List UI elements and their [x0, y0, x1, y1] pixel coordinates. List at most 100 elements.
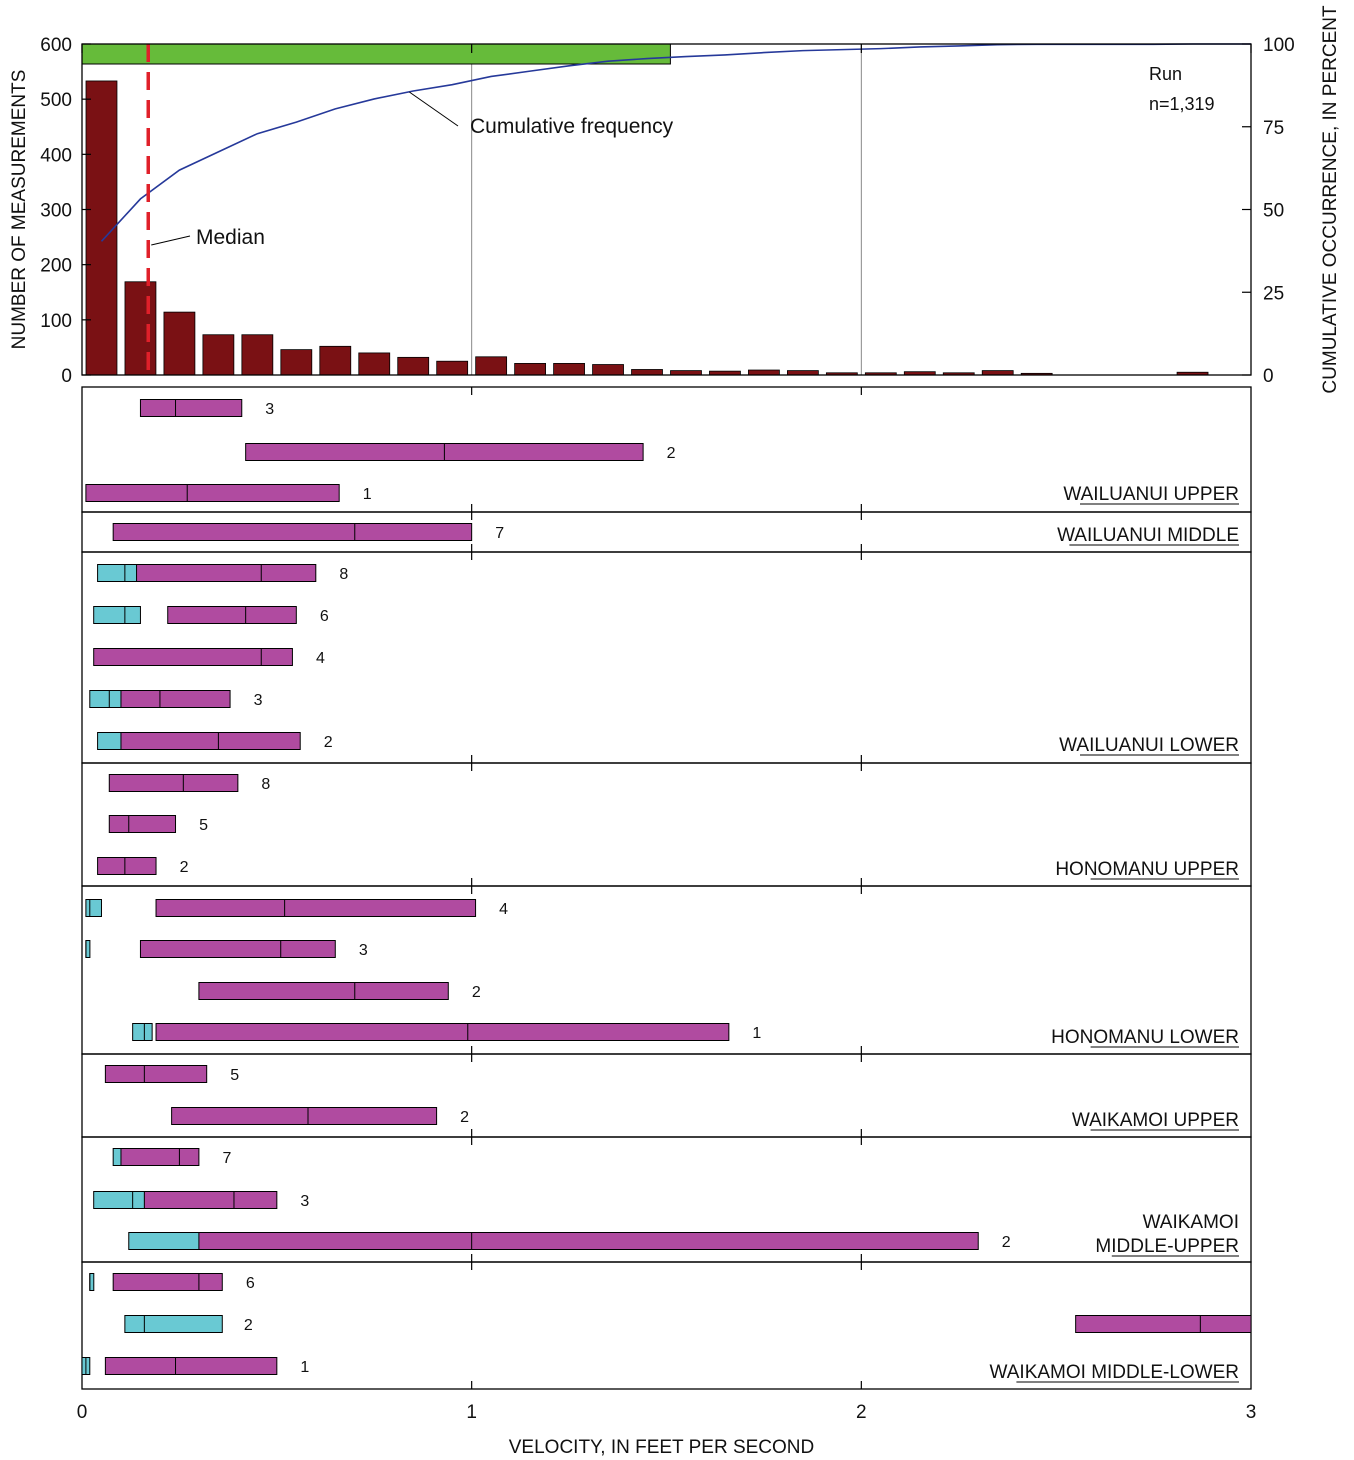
cumulative-frequency-label: Cumulative frequency [470, 115, 674, 138]
histogram-bar [319, 345, 352, 376]
riffle-box [85, 940, 91, 958]
run-box [171, 1107, 438, 1125]
y-tick-label: 200 [40, 256, 72, 277]
run-box [143, 1191, 278, 1209]
histogram-bar [514, 363, 547, 376]
sample-count-label: 3 [359, 942, 368, 959]
sample-count-label: 1 [300, 1359, 309, 1376]
run-box [108, 815, 177, 833]
histogram-bar [787, 370, 819, 376]
riffle-box [85, 899, 102, 917]
histogram-bar [748, 369, 780, 376]
riffle-box [124, 1315, 223, 1333]
sample-count-label: 3 [300, 1193, 309, 1210]
x-tick-label: 2 [856, 1402, 867, 1423]
run-box [136, 564, 317, 582]
sample-count-label: 7 [495, 525, 504, 542]
histogram-bar [670, 370, 702, 376]
y2-tick-label: 50 [1263, 201, 1284, 222]
x-tick-label: 3 [1246, 1402, 1257, 1423]
run-box [93, 648, 293, 666]
cumulative-leader-line [409, 91, 459, 127]
sample-count-label: 2 [180, 859, 189, 876]
x-tick-label: 1 [466, 1402, 477, 1423]
x-axis-title: VELOCITY, IN FEET PER SECOND [509, 1437, 814, 1458]
range-bar [81, 43, 671, 65]
sample-count-label: 2 [324, 734, 333, 751]
y-tick-label: 500 [40, 90, 72, 111]
histogram-frame [81, 43, 1252, 376]
y2-axis-title: CUMULATIVE OCCURRENCE, IN PERCENT [1320, 5, 1341, 394]
run-box [120, 1148, 200, 1166]
sample-count-label: 2 [667, 445, 676, 462]
sample-count-label: 2 [460, 1109, 469, 1126]
panel-name-label: WAILUANUI UPPER [1063, 484, 1239, 505]
sample-count-label: 2 [244, 1317, 253, 1334]
run-box [198, 982, 449, 1000]
sample-count-label: 4 [499, 901, 508, 918]
sample-count-label: 3 [265, 401, 274, 418]
panel-name-label: WAILUANUI LOWER [1059, 735, 1239, 756]
run-box [139, 940, 336, 958]
histogram-bar [280, 349, 313, 376]
median-label: Median [196, 226, 265, 249]
sample-count-label: 1 [363, 486, 372, 503]
run-box [1075, 1315, 1252, 1333]
histogram-bar [436, 360, 469, 376]
sample-count-label: 3 [254, 692, 263, 709]
run-box [104, 1065, 208, 1083]
panel-name-label: WAIKAMOI [1143, 1212, 1239, 1233]
sample-count-label: 2 [1002, 1234, 1011, 1251]
panel-name-label: MIDDLE-UPPER [1095, 1236, 1239, 1257]
sample-count-label: 6 [246, 1275, 255, 1292]
y-axis-title: NUMBER OF MEASUREMENTS [9, 70, 30, 350]
sample-count-label: 5 [230, 1067, 239, 1084]
panel-name-label: WAILUANUI MIDDLE [1057, 525, 1239, 546]
panel-wailuanui-middle: 7 WAILUANUI MIDDLE [81, 511, 1252, 553]
boxplot-area: 3 2 1 WAILUANUI UPPER 7 WAILUANUI MIDDLE 8 6 4 3 2… [81, 386, 1252, 1390]
y-tick-label: 300 [40, 201, 72, 222]
y2-tick-label: 25 [1263, 283, 1284, 304]
panel-wailuanui-lower: 8 6 4 3 2 WAILUANUI LOWER [81, 551, 1252, 764]
sample-count-label: 1 [752, 1025, 761, 1042]
histogram-bar [85, 80, 118, 376]
panel-name-label: HONOMANU LOWER [1051, 1027, 1239, 1048]
run-box [104, 1357, 278, 1375]
panel-wailuanui-upper: 3 2 1 WAILUANUI UPPER [81, 386, 1252, 513]
y-tick-label: 0 [61, 366, 72, 387]
panel-name-label: WAIKAMOI MIDDLE-LOWER [990, 1362, 1239, 1383]
run-box [167, 606, 297, 624]
y-tick-label: 100 [40, 311, 72, 332]
panel-name-label: HONOMANU UPPER [1055, 859, 1239, 880]
riffle-box [89, 690, 126, 708]
median-leader-line [151, 235, 191, 246]
histogram-bar [592, 364, 624, 376]
histogram-bar [981, 370, 1014, 376]
n-label: n=1,319 [1149, 94, 1215, 114]
panel-honomanu-upper: 8 5 2 HONOMANU UPPER [81, 762, 1252, 887]
run-box [85, 484, 340, 502]
run-label: Run [1149, 64, 1182, 84]
sample-count-label: 7 [222, 1150, 231, 1167]
histogram-bar [631, 369, 663, 376]
panel-name-label: WAIKAMOI UPPER [1072, 1110, 1239, 1131]
run-box [120, 690, 231, 708]
run-box [112, 1273, 223, 1291]
panel-honomanu-lower: 4 3 2 1 HONOMANU LOWER [81, 885, 1252, 1055]
sample-count-label: 5 [199, 817, 208, 834]
histogram-bar [124, 281, 157, 376]
histogram-bar [397, 356, 430, 376]
run-box [198, 1232, 979, 1250]
run-box [108, 774, 239, 792]
run-box [112, 523, 473, 541]
sample-count-label: 6 [320, 608, 329, 625]
histogram-bar [553, 363, 585, 376]
sample-count-label: 8 [261, 776, 270, 793]
run-box [139, 399, 243, 417]
y-tick-label: 600 [40, 35, 72, 56]
panel-waikamoi-upper: 5 2 WAIKAMOI UPPER [81, 1053, 1252, 1138]
y2-tick-label: 75 [1263, 118, 1284, 139]
riffle-box [132, 1023, 153, 1041]
y-tick-label: 400 [40, 145, 72, 166]
